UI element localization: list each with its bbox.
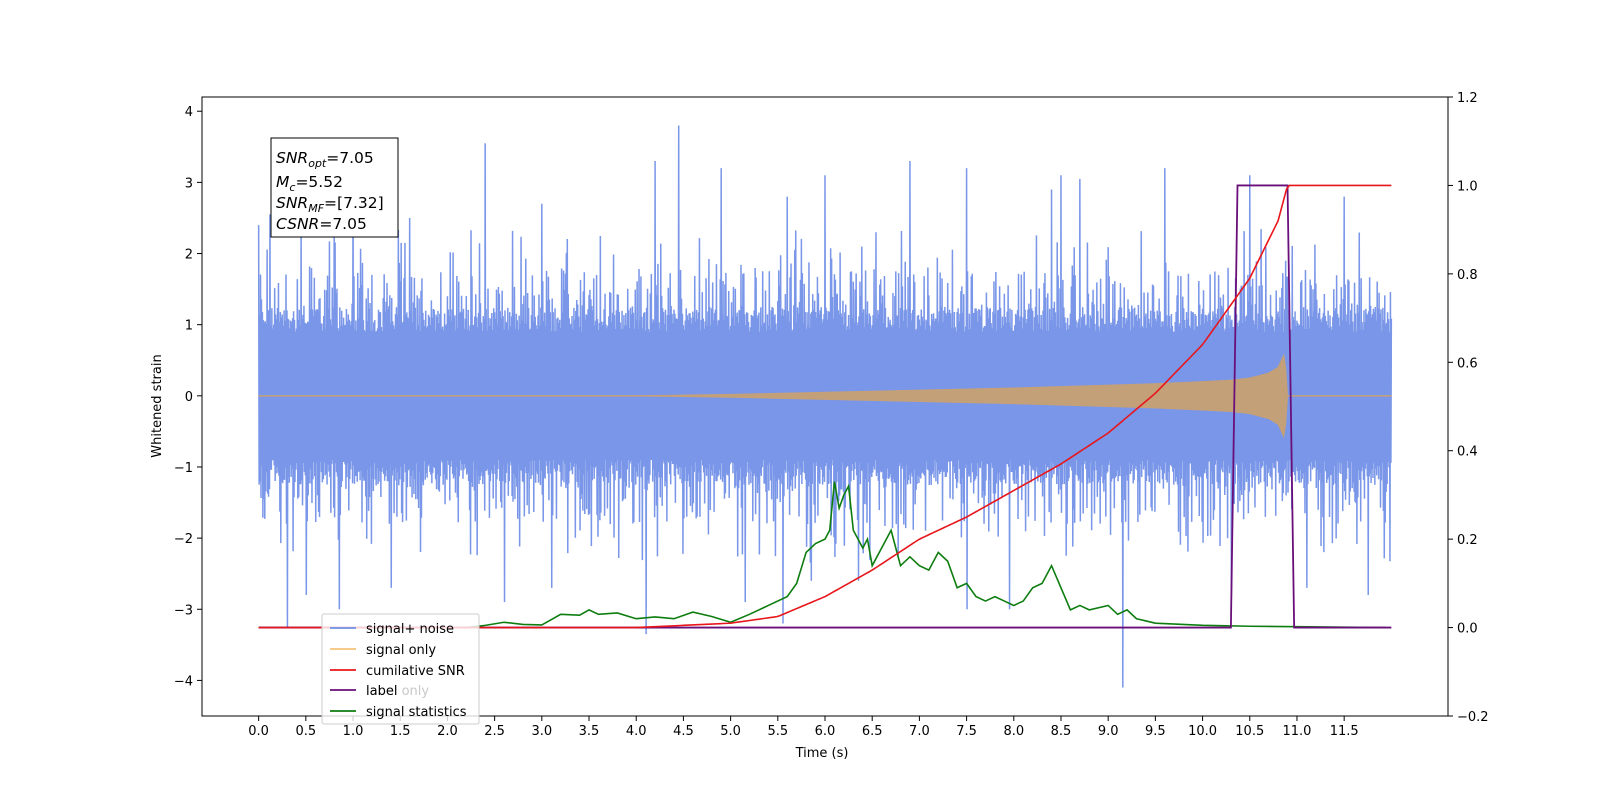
right-y-tick-label: 0.4 [1457,445,1478,460]
x-tick-label: 6.5 [862,724,883,739]
x-tick-label: 6.0 [815,724,836,739]
signal-only-series [258,353,1392,439]
annotation-symbol: M [276,173,289,191]
right-y-tick-label: 0.0 [1457,622,1478,637]
left-y-tick-label: 0 [185,390,193,405]
x-tick-label: 2.5 [484,724,505,739]
signal-statistics-series [258,481,1387,629]
annotation-frame [270,137,399,238]
x-tick-label: 7.5 [956,724,977,739]
label-line [258,184,1392,629]
right-y-tick-label: 0.8 [1457,268,1478,283]
x-tick-label: 9.0 [1098,724,1119,739]
left-y-tick-label: −2 [174,532,193,547]
x-tick-label: 2.0 [437,724,458,739]
x-tick-label: 3.5 [579,724,600,739]
x-tick-label: 8.0 [1003,724,1024,739]
left-y-tick-label: 4 [185,105,193,120]
left-y-axis: 4 3 2 1 0 −1 −2 −3 −4 [174,105,202,689]
legend-label: signal statistics [366,705,467,720]
left-y-tick-label: 2 [185,248,193,263]
x-tick-label: 7.0 [909,724,930,739]
right-y-tick-label: −0.2 [1457,710,1489,725]
x-axis-label: Time (s) [795,746,849,761]
x-tick-label: 5.5 [767,724,788,739]
legend-label: cumilative SNR [366,664,465,679]
annotation-symbol: SNR [276,149,308,167]
x-tick-label: 1.0 [343,724,364,739]
annotation-symbol: SNR [276,194,308,212]
left-y-tick-label: −4 [174,674,193,689]
x-tick-label: 10.0 [1188,724,1217,739]
annotation-value: =5.52 [295,173,343,191]
legend-label: signal only [366,643,436,658]
label-series [258,184,1392,629]
x-tick-label: 0.0 [248,724,269,739]
annotation-symbol: CSNR [276,215,319,233]
x-tick-label: 4.5 [673,724,694,739]
right-y-tick-label: 1.0 [1457,179,1478,194]
legend-hidden-label: label only [366,684,429,699]
left-y-tick-label: 1 [185,319,193,334]
annotation-line: CSNR=7.05 [276,215,367,233]
signal-plus-noise-line [257,125,1393,688]
signal-statistics-line [258,481,1387,629]
signal-plus-noise-series [257,125,1393,688]
annotation-value: =[7.32] [324,194,384,212]
legend-frame [321,613,480,725]
annotation-subscript: MF [308,202,324,215]
annotation-line: SNRMF=[7.32] [276,194,384,215]
right-y-axis: 1.2 1.0 0.8 0.6 0.4 0.2 0.0 −0.2 [1448,91,1489,725]
x-tick-label: 11.5 [1330,724,1359,739]
x-tick-label: 11.0 [1282,724,1311,739]
legend-label: label [366,684,397,699]
x-tick-label: 4.0 [626,724,647,739]
x-tick-label: 5.0 [720,724,741,739]
right-y-tick-label: 0.6 [1457,356,1478,371]
x-tick-label: 8.5 [1051,724,1072,739]
left-y-tick-label: 3 [185,176,193,191]
annotation-value: =7.05 [326,149,374,167]
x-tick-label: 0.5 [295,724,316,739]
right-y-tick-label: 1.2 [1457,91,1478,106]
annotation-line: SNRopt=7.05 [276,149,374,170]
plot-area [257,125,1393,688]
legend: label only signal+ noise signal only cumila… [321,613,480,725]
x-tick-label: 1.5 [390,724,411,739]
y-axis-label: Whitened strain [150,354,165,457]
annotation-value: =7.05 [319,215,367,233]
x-tick-label: 9.5 [1145,724,1166,739]
left-y-tick-label: −1 [174,461,193,476]
annotation-subscript: opt [308,157,327,170]
left-y-tick-label: −3 [174,603,193,618]
annotation-line: Mc=5.52 [276,173,343,194]
right-y-tick-label: 0.2 [1457,533,1478,548]
x-tick-label: 3.0 [531,724,552,739]
annotation-subscript: c [289,181,295,194]
x-axis: 0.0 0.5 1.0 1.5 2.0 2.5 3.0 3.5 4.0 4.5 5.0 5.5 6.0 6… [248,716,1359,739]
legend-label: signal+ noise [366,622,454,637]
x-tick-label: 10.5 [1235,724,1264,739]
